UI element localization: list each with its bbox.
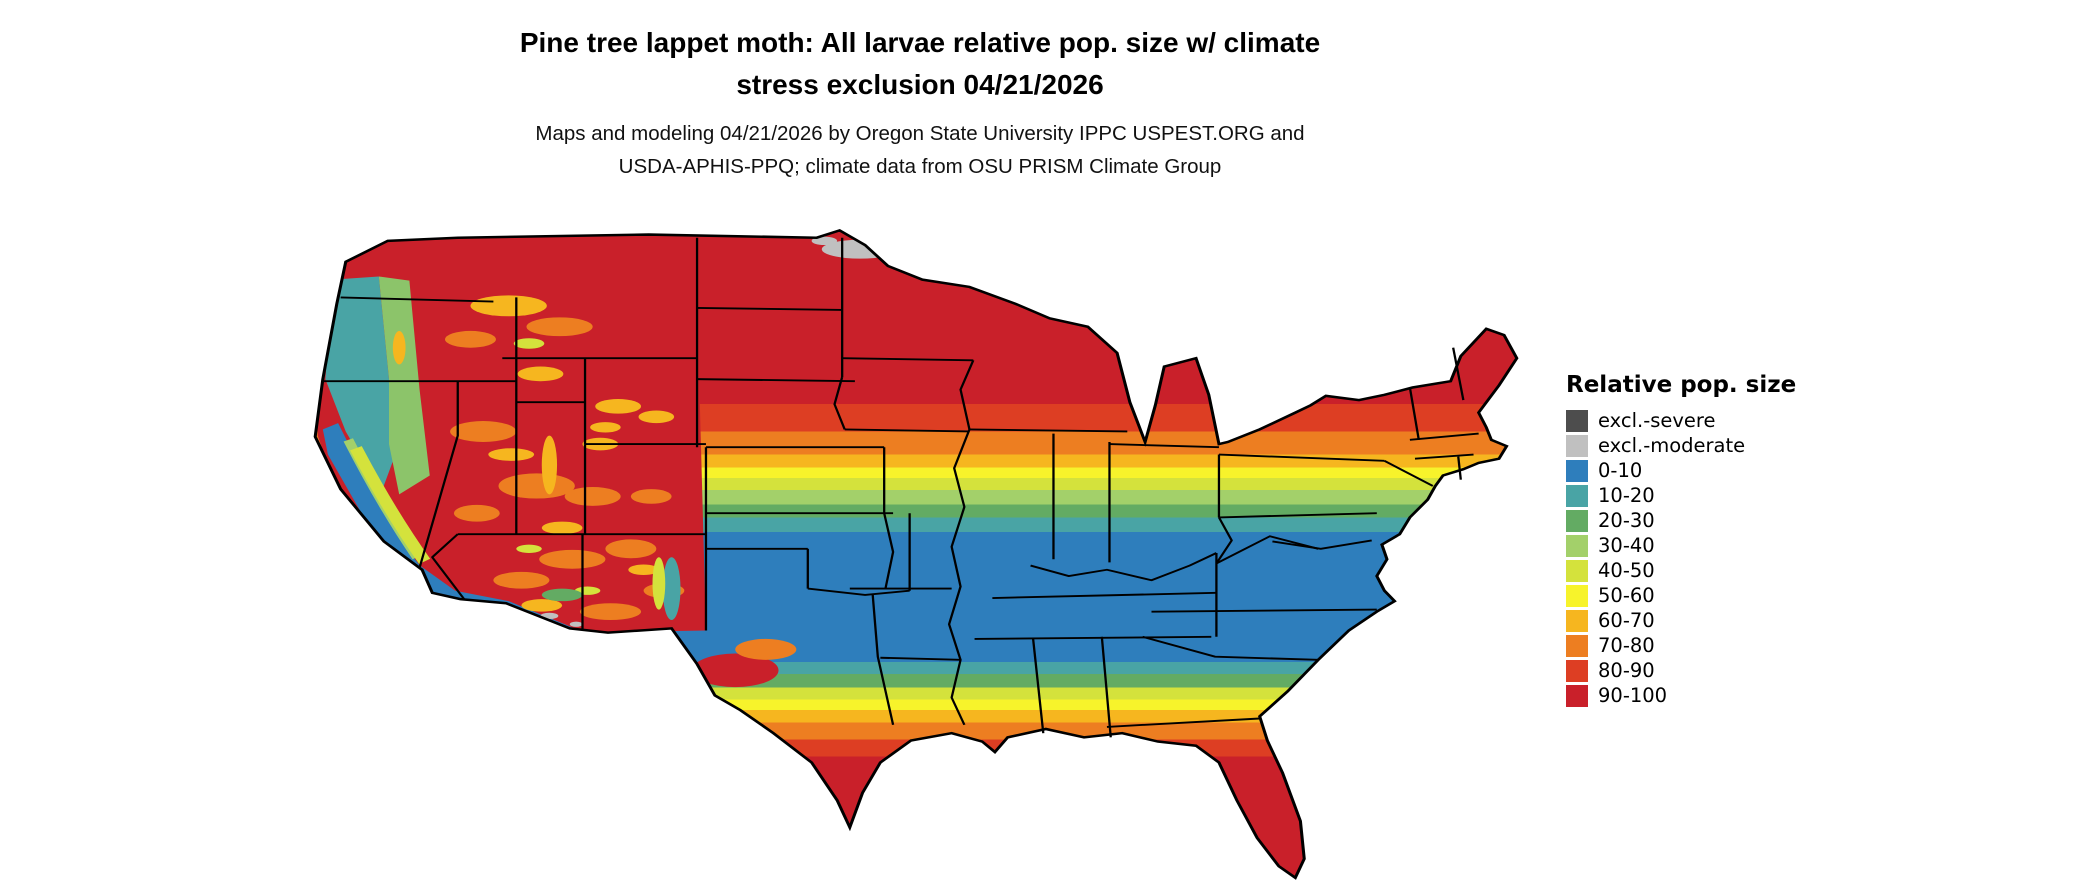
legend-label: 70-80: [1598, 634, 1655, 657]
legend-label: excl.-moderate: [1598, 434, 1746, 457]
legend-item: 10-20: [1566, 483, 1796, 508]
legend-label: 50-60: [1598, 584, 1655, 607]
legend-item: 90-100: [1566, 683, 1796, 708]
legend-item: excl.-severe: [1566, 408, 1796, 433]
legend-label: 20-30: [1598, 509, 1655, 532]
legend-swatch: [1566, 609, 1588, 632]
legend-swatch: [1566, 409, 1588, 432]
page-subtitle-line1: Maps and modeling 04/21/2026 by Oregon S…: [535, 122, 1305, 145]
legend-items: excl.-severe excl.-moderate 0-10 10-20 2…: [1566, 408, 1796, 708]
us-outline: [313, 228, 1519, 880]
legend-item: 20-30: [1566, 508, 1796, 533]
map-raster: [315, 230, 1517, 878]
legend-label: excl.-severe: [1598, 409, 1716, 432]
legend-label: 80-90: [1598, 659, 1655, 682]
page-title: Pine tree lappet moth: All larvae relati…: [420, 22, 1420, 106]
legend-swatch: [1566, 634, 1588, 657]
legend-item: 70-80: [1566, 633, 1796, 658]
legend-swatch: [1566, 459, 1588, 482]
legend-item: 40-50: [1566, 558, 1796, 583]
legend-swatch: [1566, 484, 1588, 507]
legend-item: 80-90: [1566, 658, 1796, 683]
state-borders: [322, 237, 1479, 738]
us-map-svg: [313, 228, 1519, 880]
legend-label: 0-10: [1598, 459, 1643, 482]
legend-swatch: [1566, 509, 1588, 532]
page-title-line1: Pine tree lappet moth: All larvae relati…: [519, 27, 1321, 58]
legend-swatch: [1566, 559, 1588, 582]
page-subtitle-line2: USDA-APHIS-PPQ; climate data from OSU PR…: [618, 154, 1222, 178]
legend-swatch: [1566, 434, 1588, 457]
legend-label: 90-100: [1598, 684, 1668, 707]
page-title-line2: stress exclusion 04/21/2026: [736, 69, 1104, 100]
legend-label: 10-20: [1598, 484, 1655, 507]
legend-title: Relative pop. size: [1566, 372, 1797, 398]
legend-label: 60-70: [1598, 609, 1655, 632]
legend-item: excl.-moderate: [1566, 433, 1796, 458]
legend-swatch: [1566, 534, 1588, 557]
legend-item: 30-40: [1566, 533, 1796, 558]
legend-swatch: [1566, 659, 1588, 682]
legend-item: 50-60: [1566, 583, 1796, 608]
legend-label: 30-40: [1598, 534, 1655, 557]
legend-swatch: [1566, 684, 1588, 707]
map-legend: Relative pop. size excl.-severe excl.-mo…: [1566, 372, 1796, 708]
legend-label: 40-50: [1598, 559, 1655, 582]
legend-item: 0-10: [1566, 458, 1796, 483]
legend-swatch: [1566, 584, 1588, 607]
us-population-map: [305, 222, 1527, 884]
page-subtitle: Maps and modeling 04/21/2026 by Oregon S…: [420, 118, 1420, 184]
legend-item: 60-70: [1566, 608, 1796, 633]
